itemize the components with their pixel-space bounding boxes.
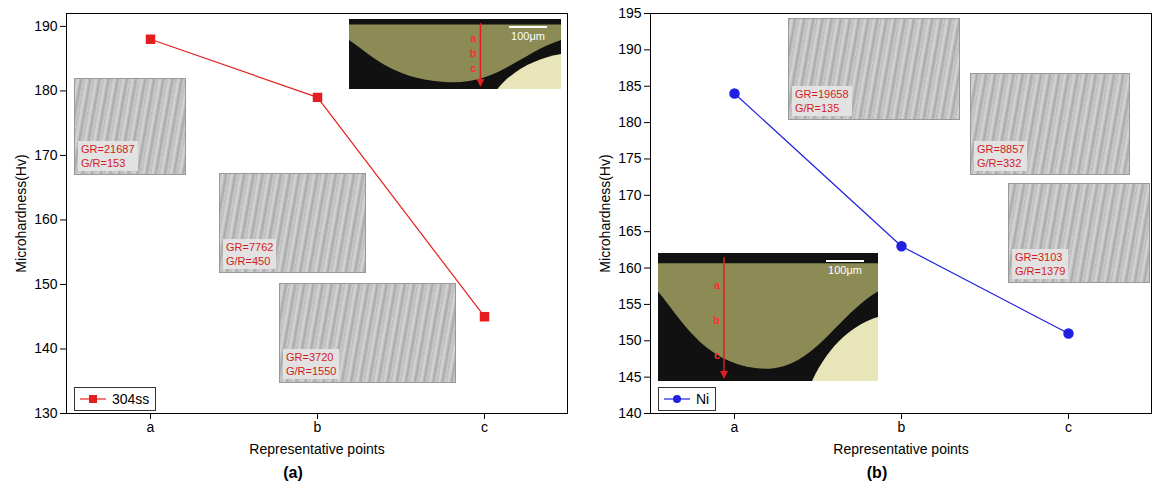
html-text:G/R=1550: G/R=1550	[286, 365, 337, 377]
svg-text:190: 190	[618, 41, 642, 57]
svg-text:b: b	[713, 314, 720, 326]
svg-text:Representative points: Representative points	[249, 441, 384, 457]
svg-text:180: 180	[618, 114, 642, 130]
svg-text:a: a	[731, 419, 739, 435]
svg-text:150: 150	[618, 332, 642, 348]
svg-text:190: 190	[34, 18, 58, 34]
svg-text:170: 170	[618, 187, 642, 203]
svg-text:Microhardness(Hv): Microhardness(Hv)	[13, 154, 29, 272]
html-text:G/R=332: G/R=332	[977, 157, 1022, 169]
svg-text:a: a	[470, 32, 477, 44]
html-text:GR=3103: GR=3103	[1015, 251, 1063, 263]
html-text:G/R=450: G/R=450	[226, 255, 271, 267]
html-text:(b): (b)	[866, 464, 888, 481]
svg-text:a: a	[147, 419, 155, 435]
svg-text:195: 195	[618, 5, 642, 21]
svg-text:150: 150	[34, 276, 58, 292]
svg-text:180: 180	[34, 82, 58, 98]
svg-text:140: 140	[34, 340, 58, 356]
svg-text:b: b	[470, 47, 477, 59]
svg-text:c: c	[470, 62, 476, 74]
html-text:GR=3720: GR=3720	[286, 351, 334, 363]
html-text:(a): (a)	[283, 464, 303, 481]
svg-text:160: 160	[618, 260, 642, 276]
svg-text:Representative points: Representative points	[833, 441, 968, 457]
svg-text:185: 185	[618, 78, 642, 94]
svg-text:175: 175	[618, 150, 642, 166]
html-text:GR=19658: GR=19658	[795, 88, 849, 100]
svg-text:165: 165	[618, 223, 642, 239]
svg-text:b: b	[314, 419, 322, 435]
html-text:GR=8857: GR=8857	[977, 143, 1025, 155]
svg-text:145: 145	[618, 369, 642, 385]
svg-text:100μm: 100μm	[511, 30, 545, 42]
svg-text:c: c	[1065, 419, 1072, 435]
html-text:G/R=153: G/R=153	[81, 157, 126, 169]
svg-text:140: 140	[618, 405, 642, 421]
svg-text:155: 155	[618, 296, 642, 312]
svg-text:170: 170	[34, 147, 58, 163]
html-text:Ni: Ni	[696, 391, 710, 407]
svg-text:c: c	[714, 349, 720, 361]
svg-text:b: b	[898, 419, 906, 435]
svg-text:160: 160	[34, 211, 58, 227]
svg-text:100μm: 100μm	[828, 264, 862, 276]
html-text:GR=7762: GR=7762	[226, 241, 274, 253]
svg-text:c: c	[481, 419, 488, 435]
svg-text:a: a	[714, 279, 721, 291]
svg-text:130: 130	[34, 405, 58, 421]
html-text:GR=21687: GR=21687	[81, 143, 135, 155]
svg-text:Microhardness(Hv): Microhardness(Hv)	[597, 154, 613, 272]
html-text:G/R=1379: G/R=1379	[1015, 265, 1066, 277]
html-text:G/R=135: G/R=135	[795, 102, 840, 114]
html-text:304ss: 304ss	[112, 391, 150, 407]
